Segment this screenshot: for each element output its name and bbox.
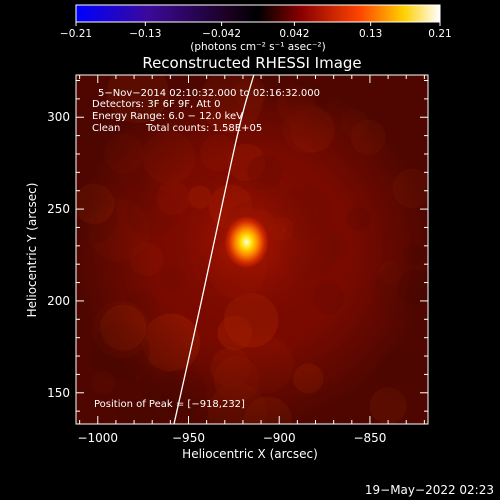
footer-timestamp: 19−May−2022 02:23 (365, 483, 494, 497)
counts-annotation: Total counts: 1.58E+05 (145, 123, 262, 134)
y-axis-label: Heliocentric Y (arcsec) (25, 183, 39, 318)
detectors-annotation: Detectors: 3F 6F 9F, Att 0 (92, 99, 220, 110)
colorbar-unit-label: (photons cm⁻² s⁻¹ asec⁻²) (190, 41, 325, 53)
solar-limb-line (173, 75, 255, 424)
y-axis-ticks: 150 200 250 300 (47, 80, 428, 412)
colorbar-tick-label: 0.13 (359, 28, 382, 40)
colorbar-tick-label: 0.21 (428, 28, 451, 40)
colorbar-tick-label: 0.042 (279, 28, 309, 40)
heatmap-image (76, 75, 428, 424)
x-tick-label: −850 (353, 431, 386, 445)
colorbar-tick-label: −0.13 (129, 28, 161, 40)
colorbar (75, 4, 441, 23)
colorbar-tick-label: −0.21 (60, 28, 92, 40)
y-tick-label: 300 (47, 110, 70, 124)
annotations: 5−Nov−2014 02:10:32.000 to 02:16:32.000 … (92, 88, 320, 410)
colorbar-ticks: −0.21 −0.13 −0.042 0.042 0.13 0.21 (60, 22, 452, 40)
chart-title: Reconstructed RHESSI Image (142, 54, 361, 72)
x-tick-label: −950 (172, 431, 205, 445)
x-axis-ticks: −1000 −950 −900 −850 (77, 75, 425, 445)
energy-annotation: Energy Range: 6.0 − 12.0 keV (92, 111, 243, 122)
x-tick-label: −900 (263, 431, 296, 445)
x-tick-label: −1000 (77, 431, 118, 445)
plot-frame (75, 74, 429, 425)
method-annotation: Clean (92, 123, 120, 134)
y-tick-label: 150 (47, 386, 70, 400)
time-annotation: 5−Nov−2014 02:10:32.000 to 02:16:32.000 (98, 88, 320, 99)
colorbar-tick-label: −0.042 (202, 28, 241, 40)
y-tick-label: 250 (47, 202, 70, 216)
peak-position-annotation: Position of Peak = [−918,232] (94, 399, 245, 410)
x-axis-label: Heliocentric X (arcsec) (182, 447, 318, 461)
y-tick-label: 200 (47, 294, 70, 308)
